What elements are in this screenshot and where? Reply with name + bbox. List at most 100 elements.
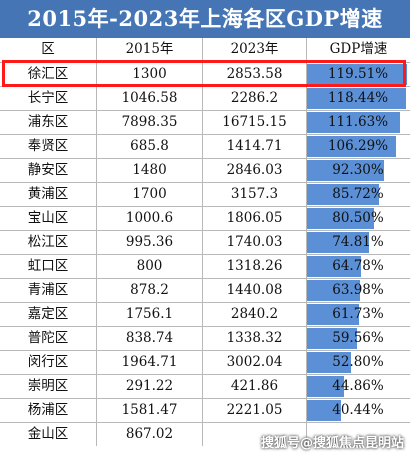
gdp-2023-cell: 1806.05 [202,207,306,230]
growth-label: 80.50% [332,210,384,226]
gdp-2015-cell: 867.02 [96,423,202,446]
gdp-2015-cell: 1756.1 [96,303,202,326]
table-row: 虹口区 800 1318.26 64.78% [0,254,410,278]
gdp-2023-cell: 2286.2 [202,87,306,110]
growth-bar [307,64,407,85]
table-row: 长宁区 1046.58 2286.2 118.44% [0,86,410,110]
growth-label: 85.72% [332,186,384,202]
gdp-2015-cell: 878.2 [96,279,202,302]
district-cell: 青浦区 [27,282,69,298]
gdp-2015-cell: 1700 [96,183,202,206]
gdp-2015-cell: 800 [96,255,202,278]
gdp-2015-cell: 685.8 [96,135,202,158]
gdp-2023-cell: 1740.03 [202,231,306,254]
growth-label: 111.63% [327,114,389,130]
gdp-2023-cell: 1318.26 [202,255,306,278]
district-cell: 闵行区 [27,354,69,370]
growth-bar [307,280,360,301]
gdp-2023-cell: 2840.2 [202,303,306,326]
district-cell: 静安区 [27,162,69,178]
growth-label: 64.78% [332,258,384,274]
growth-cell [306,351,410,374]
header-district: 区 [41,41,55,57]
growth-label: 119.51% [327,66,389,82]
district-cell: 崇明区 [27,378,69,394]
district-cell: 嘉定区 [27,306,69,322]
growth-bar [307,208,374,229]
growth-cell [306,231,410,254]
growth-label: 92.30% [332,162,384,178]
table-header-row: 区 2015年 2023年 GDP增速 [0,38,410,62]
gdp-2015-cell: 1300 [96,63,202,86]
table-row: 黄浦区 1700 3157.3 85.72% [0,182,410,206]
growth-bar [307,376,344,397]
gdp-2023-cell [202,423,306,446]
gdp-2023-cell: 3157.3 [202,183,306,206]
table-row: 普陀区 838.74 1338.32 59.56% [0,326,410,350]
gdp-2015-cell: 7898.35 [96,111,202,134]
growth-bar [307,136,396,157]
table-row: 崇明区 291.22 421.86 44.86% [0,374,410,398]
gdp-2023-cell: 1414.71 [202,135,306,158]
page-title: 2015年-2023年上海各区GDP增速 [0,0,410,38]
gdp-2015-cell: 995.36 [96,231,202,254]
growth-label: 40.44% [332,402,384,418]
growth-bar [307,304,359,325]
growth-bar [307,184,379,205]
gdp-2015-cell: 838.74 [96,327,202,350]
district-cell: 松江区 [27,234,69,250]
growth-bar [307,400,341,421]
gdp-2023-cell: 3002.04 [202,351,306,374]
district-cell: 虹口区 [27,258,69,274]
growth-label: 61.73% [332,306,384,322]
growth-cell [306,375,410,398]
table-row: 松江区 995.36 1740.03 74.81% [0,230,410,254]
growth-label: 52.80% [332,354,384,370]
table-row: 杨浦区 1581.47 2221.05 40.44% [0,398,410,422]
gdp-2015-cell: 291.22 [96,375,202,398]
growth-bar [307,88,406,109]
growth-bar [307,256,361,277]
table-row: 宝山区 1000.6 1806.05 80.50% [0,206,410,230]
table-row: 金山区 867.02 [0,422,410,446]
gdp-2023-cell: 1440.08 [202,279,306,302]
gdp-2023-cell: 421.86 [202,375,306,398]
table-row: 奉贤区 685.8 1414.71 106.29% [0,134,410,158]
district-cell: 浦东区 [27,114,69,130]
growth-label: 74.81% [332,234,384,250]
gdp-2023-cell: 16715.15 [202,111,306,134]
growth-cell [306,87,410,110]
growth-bar [307,232,369,253]
gdp-2023-cell: 1338.32 [202,327,306,350]
table-row: 闵行区 1964.71 3002.04 52.80% [0,350,410,374]
growth-bar [307,352,351,373]
growth-label: 59.56% [332,330,384,346]
gdp-growth-table: 区 2015年 2023年 GDP增速 徐汇区 1300 2853.58 119.51… [0,38,410,458]
gdp-2015-cell: 1046.58 [96,87,202,110]
growth-cell [306,207,410,230]
growth-label: 118.44% [327,90,389,106]
district-cell: 普陀区 [27,330,69,346]
growth-label: 44.86% [332,378,384,394]
district-cell: 徐汇区 [27,66,69,82]
district-cell: 杨浦区 [27,402,69,418]
growth-cell [306,159,410,182]
highlight-box [2,60,406,87]
gdp-2015-cell: 1000.6 [96,207,202,230]
gdp-2015-cell: 1581.47 [96,399,202,422]
growth-cell [306,399,410,422]
watermark: 搜狐号@搜狐焦点昆明站 [260,436,404,451]
district-cell: 金山区 [27,426,69,442]
district-cell: 奉贤区 [27,138,69,154]
growth-cell [306,183,410,206]
growth-cell [306,327,410,350]
growth-cell [306,279,410,302]
growth-label: 63.98% [332,282,384,298]
gdp-2023-cell: 2853.58 [202,63,306,86]
growth-cell [306,63,410,86]
gdp-2015-cell: 1480 [96,159,202,182]
growth-cell [306,111,410,134]
growth-cell [306,135,410,158]
growth-label: 106.29% [327,138,389,154]
